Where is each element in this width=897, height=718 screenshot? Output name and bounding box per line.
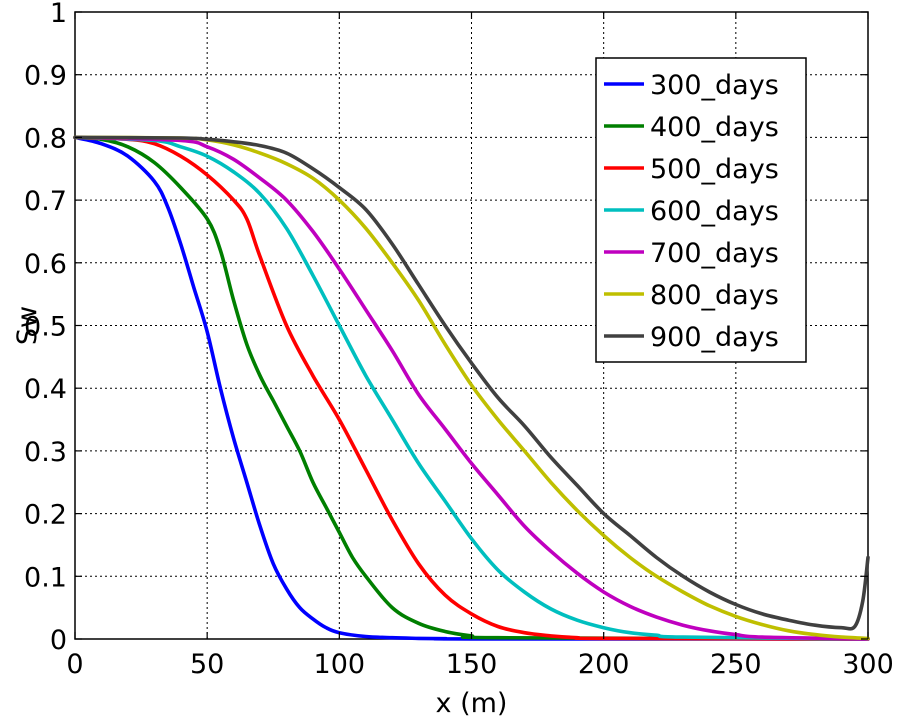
y-tick-label: 1 xyxy=(50,0,67,29)
series-line-800_days xyxy=(73,135,870,641)
y-tick-label: 0.8 xyxy=(24,123,67,154)
series-line-500_days xyxy=(73,135,870,641)
legend: 300_days 400_days 500_days 600_days 700_days… xyxy=(595,57,807,363)
x-tick-label: 0 xyxy=(66,649,83,680)
series-line-300_days xyxy=(73,135,870,641)
series-lines xyxy=(73,135,870,641)
y-tick-label: 0.2 xyxy=(24,500,67,531)
legend-label-900_days: 900_days xyxy=(650,322,779,353)
y-tick-label: 0.4 xyxy=(24,374,67,405)
y-tick-label: 0.5 xyxy=(24,312,67,343)
x-axis-label: x (m) xyxy=(436,688,508,718)
x-tick-label: 200 xyxy=(578,649,630,680)
y-tick-label: 0.3 xyxy=(24,437,67,468)
series-line-600_days xyxy=(73,135,870,641)
legend-label-300_days: 300_days xyxy=(650,70,779,101)
x-tick-label: 250 xyxy=(710,649,762,680)
y-tick-label: 0.9 xyxy=(24,61,67,92)
x-tick-label: 100 xyxy=(314,649,366,680)
y-tick-label: 0.6 xyxy=(24,249,67,280)
y-tick-label: 0.7 xyxy=(24,186,67,217)
legend-label-700_days: 700_days xyxy=(650,238,779,269)
legend-label-400_days: 400_days xyxy=(650,112,779,143)
series-line-900_days xyxy=(73,135,870,631)
x-tick-label: 150 xyxy=(446,649,498,680)
y-tick-label: 0.1 xyxy=(24,562,67,593)
x-tick-label: 50 xyxy=(190,649,224,680)
legend-label-800_days: 800_days xyxy=(650,280,779,311)
series-line-400_days xyxy=(73,135,870,641)
x-tick-label: 300 xyxy=(842,649,894,680)
tick-labels: 0 50 100 150 200 250 300 0 0.1 0.2 0.3 0.4 0.5 0.6 0.7… xyxy=(24,0,894,680)
series-line-700_days xyxy=(73,135,870,641)
legend-label-500_days: 500_days xyxy=(650,154,779,185)
y-axis-label: Sw xyxy=(12,306,43,345)
legend-label-600_days: 600_days xyxy=(650,196,779,227)
y-tick-label: 0 xyxy=(50,625,67,656)
